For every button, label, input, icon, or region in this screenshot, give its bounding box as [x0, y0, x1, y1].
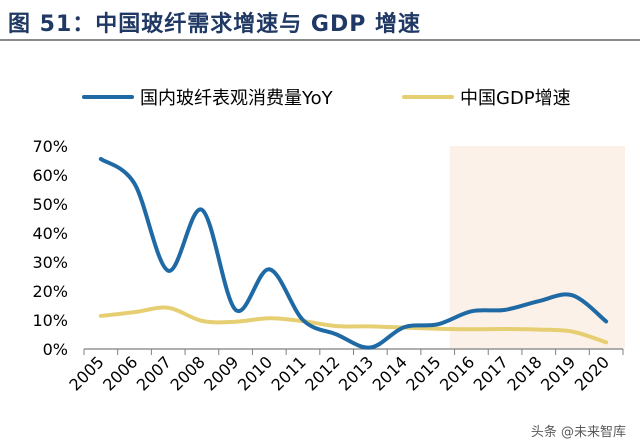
watermark: 头条 @未来智库: [530, 425, 626, 440]
series-line-glass-fiber-yoy: [98, 157, 609, 350]
x-tick-label: 2017: [470, 352, 512, 394]
title-divider: [0, 39, 640, 41]
x-tick-label: 2011: [268, 352, 310, 394]
y-tick-label: 0%: [43, 340, 68, 359]
y-tick-label: 30%: [32, 253, 68, 272]
figure-title-bar: 图 51：中国玻纤需求增速与 GDP 增速: [0, 0, 640, 41]
x-tick-label: 2010: [234, 352, 276, 394]
x-tick-label: 2008: [167, 352, 209, 394]
y-tick-label: 40%: [32, 224, 68, 243]
x-tick-label: 2018: [503, 352, 545, 394]
y-tick-label: 70%: [32, 137, 68, 156]
y-tick-label: 50%: [32, 195, 68, 214]
shaded-region: [449, 146, 625, 349]
y-tick-label: 10%: [32, 311, 68, 330]
x-tick-label: 2015: [402, 352, 444, 394]
x-tick-label: 2005: [65, 352, 107, 394]
x-tick-label: 2006: [99, 352, 141, 394]
x-tick-label: 2016: [436, 352, 478, 394]
x-tick-label: 2007: [133, 352, 175, 394]
x-tick-label: 2013: [335, 352, 377, 394]
legend-label-gdp-growth: 中国GDP增速: [460, 88, 571, 109]
y-tick-label: 60%: [32, 166, 68, 185]
x-tick-label: 2012: [301, 352, 343, 394]
series-line-gdp-growth: [98, 305, 609, 345]
x-tick-label: 2020: [571, 352, 613, 394]
y-tick-label: 20%: [32, 282, 68, 301]
legend-label-glass-fiber-yoy: 国内玻纤表观消费量YoY: [140, 88, 334, 109]
x-tick-label: 2009: [200, 352, 242, 394]
x-tick-label: 2014: [369, 352, 411, 394]
x-tick-label: 2019: [537, 352, 579, 394]
figure-title: 图 51：中国玻纤需求增速与 GDP 增速: [8, 12, 422, 37]
